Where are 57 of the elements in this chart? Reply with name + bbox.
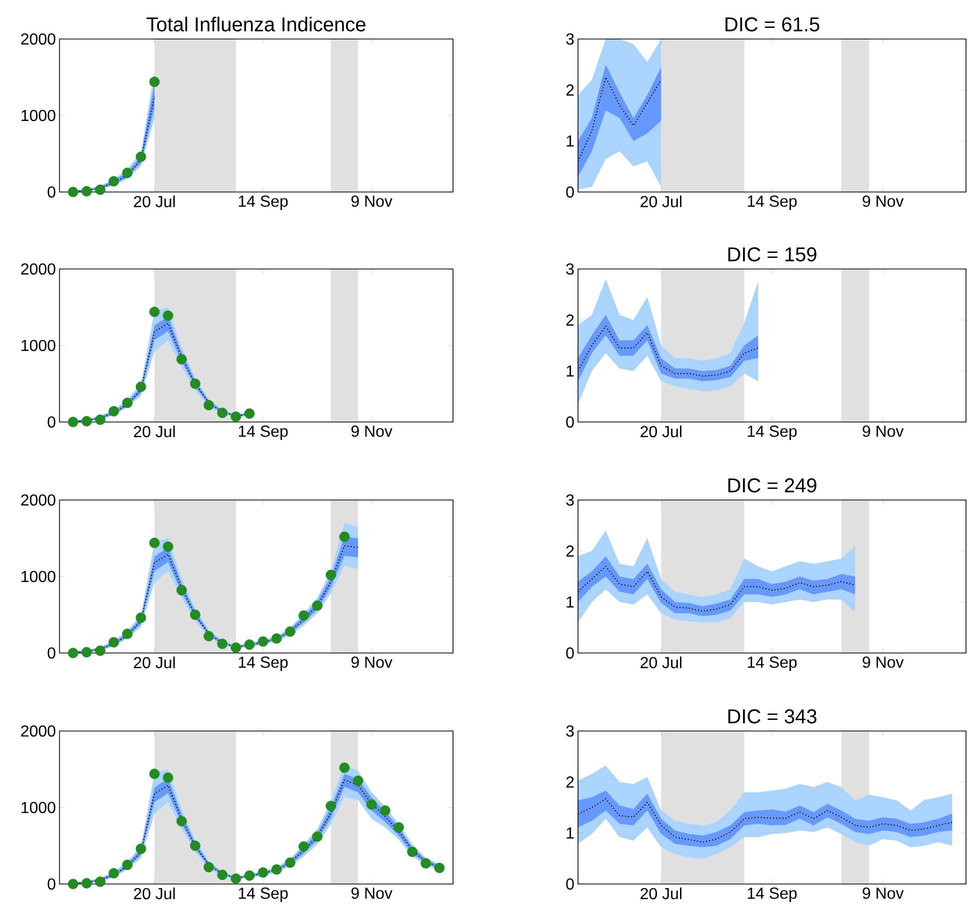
y-tick-label: 2 xyxy=(566,545,574,557)
y-tick-label: 0 xyxy=(48,878,56,890)
y-tick-label: 2000 xyxy=(21,494,56,506)
y-tick-label: 1 xyxy=(566,596,574,608)
y-tick-label: 1000 xyxy=(22,340,56,352)
x-tick-label: 9 Nov xyxy=(862,888,904,899)
x-tick-label: 20 Jul xyxy=(640,426,682,438)
y-tick-label: 0 xyxy=(566,878,574,890)
y-tick-label: 0 xyxy=(566,416,574,428)
x-tick-label: 9 Nov xyxy=(862,656,904,668)
chart-title: DIC = 343 xyxy=(728,709,816,724)
y-tick-label: 0 xyxy=(566,647,574,659)
y-tick-label: 1000 xyxy=(22,570,56,582)
x-tick-label: 20 Jul xyxy=(134,196,175,208)
x-tick-label: 14 Sep xyxy=(238,196,288,210)
y-tick-label: 0 xyxy=(48,647,56,659)
x-tick-label: 9 Nov xyxy=(351,426,392,437)
y-tick-label: 2000 xyxy=(21,33,56,45)
x-tick-label: 14 Sep xyxy=(748,888,797,902)
x-tick-label: 20 Jul xyxy=(640,196,682,208)
x-tick-label: 20 Jul xyxy=(640,888,682,900)
y-tick-label: 2000 xyxy=(21,263,56,275)
y-tick-label: 0 xyxy=(48,416,56,428)
x-tick-label: 14 Sep xyxy=(238,656,288,672)
y-tick-label: 1000 xyxy=(22,802,56,814)
x-tick-label: 9 Nov xyxy=(351,888,392,899)
x-tick-label: 14 Sep xyxy=(238,888,288,902)
chart-title: DIC = 249 xyxy=(728,478,816,492)
x-tick-label: 14 Sep xyxy=(748,656,797,672)
y-tick-label: 3 xyxy=(566,33,574,45)
y-tick-label: 0 xyxy=(566,186,574,198)
x-tick-label: 9 Nov xyxy=(351,196,392,207)
y-tick-label: 1 xyxy=(566,135,574,146)
x-tick-label: 14 Sep xyxy=(748,196,797,210)
y-tick-label: 2 xyxy=(566,314,574,326)
y-tick-label: 2000 xyxy=(21,725,56,737)
chart-title: DIC = 61.5 xyxy=(726,17,820,32)
chart-title: Total Influenza Indicence xyxy=(146,16,366,32)
y-tick-label: 1 xyxy=(566,827,574,839)
x-tick-label: 14 Sep xyxy=(238,426,288,440)
x-tick-label: 14 Sep xyxy=(748,426,797,440)
y-tick-label: 1 xyxy=(566,365,574,376)
y-tick-label: 3 xyxy=(566,494,574,506)
y-tick-label: 1000 xyxy=(22,110,56,122)
y-tick-label: 0 xyxy=(48,186,56,198)
y-tick-label: 3 xyxy=(566,263,574,275)
y-tick-label: 2 xyxy=(566,776,574,788)
y-tick-label: 3 xyxy=(566,725,574,737)
x-tick-label: 20 Jul xyxy=(134,426,175,438)
x-tick-label: 9 Nov xyxy=(862,196,904,207)
x-tick-label: 20 Jul xyxy=(640,656,682,668)
x-tick-label: 20 Jul xyxy=(134,656,175,668)
x-tick-label: 9 Nov xyxy=(862,426,904,437)
x-tick-label: 20 Jul xyxy=(134,888,175,900)
x-tick-label: 9 Nov xyxy=(351,656,392,668)
chart-title: DIC = 159 xyxy=(728,247,816,262)
y-tick-label: 2 xyxy=(566,84,574,96)
